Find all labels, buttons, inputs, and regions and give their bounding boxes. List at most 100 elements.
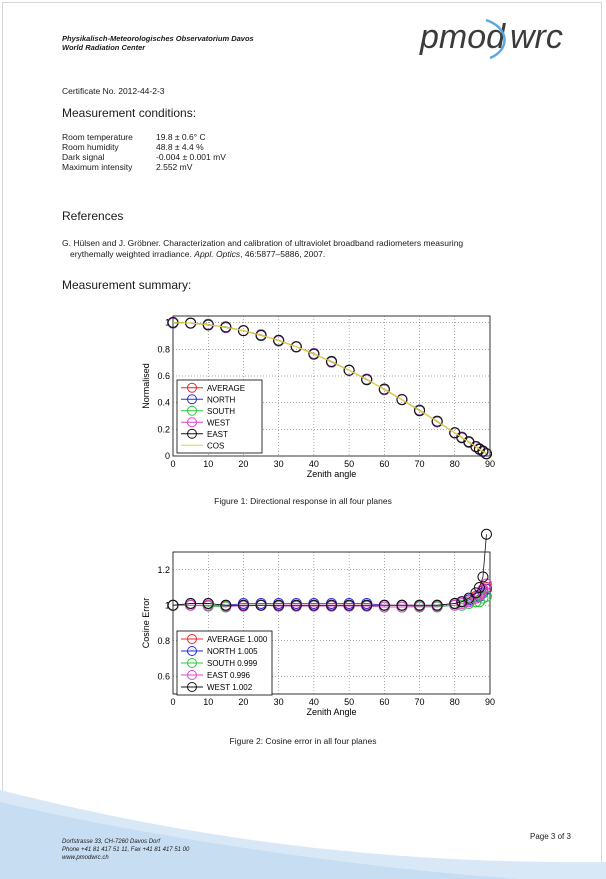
conditions-row: Maximum intensity 2.552 mV (62, 162, 226, 172)
data-point (290, 599, 302, 611)
x-tick-label: 20 (238, 697, 248, 707)
data-point (255, 329, 267, 341)
data-point (477, 571, 489, 583)
x-tick-label: 30 (274, 697, 284, 707)
y-tick-label: 1.2 (157, 565, 170, 575)
conditions-heading: Measurement conditions: (62, 106, 197, 120)
x-tick-label: 90 (485, 459, 495, 469)
conditions-table: Room temperature 19.8 ± 0.6° C Room humi… (62, 132, 226, 172)
y-axis-label: Cosine Error (141, 598, 151, 649)
data-point (326, 599, 337, 611)
data-point (378, 599, 390, 611)
x-tick-label: 70 (415, 697, 425, 707)
data-point (456, 596, 468, 608)
data-point (473, 582, 485, 593)
data-point (237, 599, 249, 611)
reference-title-cont: erythemally weighted irradiance. (70, 249, 192, 259)
institution-line-1: Physikalisch-Meteorologisches Observator… (62, 34, 254, 43)
data-point (290, 341, 302, 353)
institution-line-2: World Radiation Center (62, 43, 146, 52)
legend-marker (187, 382, 197, 393)
data-point (449, 597, 461, 609)
x-tick-label: 20 (238, 459, 248, 469)
legend-label: EAST 0.996 (207, 671, 251, 680)
data-point (361, 374, 373, 386)
reference-journal: Appl. Optics (194, 249, 241, 259)
y-tick-label: 1 (165, 318, 170, 328)
condition-label: Room temperature (62, 132, 133, 142)
y-tick-label: 0 (165, 451, 170, 461)
condition-value: 19.8 ± 0.6° C (156, 132, 206, 142)
conditions-row: Room humidity 48.8 ± 4.4 % (62, 142, 226, 152)
data-point (480, 578, 492, 590)
data-point (202, 597, 214, 609)
reference-entry: G. Hülsen and J. Gröbner. Characterizati… (62, 238, 582, 260)
data-point (185, 597, 197, 609)
page-number: Page 3 of 3 (530, 832, 571, 841)
legend-marker (187, 394, 197, 405)
legend-label: COS (207, 441, 224, 450)
data-point (431, 599, 443, 611)
x-tick-label: 0 (170, 697, 175, 707)
data-point (308, 348, 320, 360)
figure-1-caption: Figure 1: Directional response in all fo… (214, 496, 392, 506)
y-tick-label: 0.8 (157, 636, 170, 646)
x-tick-label: 0 (170, 459, 175, 469)
x-tick-label: 50 (344, 459, 354, 469)
y-tick-label: 0.4 (157, 398, 170, 408)
x-tick-label: 40 (309, 459, 319, 469)
condition-label: Dark signal (62, 152, 105, 162)
x-tick-label: 80 (450, 697, 460, 707)
x-tick-label: 50 (344, 697, 354, 707)
legend-marker (187, 417, 197, 428)
data-point (308, 599, 320, 611)
legend-marker (187, 646, 197, 656)
legend-marker (187, 428, 197, 439)
footer-swoosh (0, 790, 606, 879)
data-point (167, 599, 179, 611)
summary-heading: Measurement summary: (62, 278, 192, 292)
logo-arc-icon (485, 18, 506, 60)
data-point (414, 405, 426, 417)
data-point (480, 448, 492, 460)
reference-details: , 46:5877–5886, 2007. (240, 249, 326, 259)
data-point (220, 599, 232, 611)
legend-marker (187, 405, 197, 416)
data-point (480, 528, 492, 540)
series-line (172, 322, 487, 455)
legend-label: AVERAGE 1.000 (207, 635, 268, 644)
pmod-wrc-logo: pmod wrc (420, 18, 563, 60)
x-tick-label: 10 (203, 697, 213, 707)
series-west (167, 528, 492, 611)
x-tick-label: 30 (274, 459, 284, 469)
x-tick-label: 90 (485, 697, 495, 707)
reference-authors: G. Hülsen and J. Gröbner. (62, 238, 161, 248)
legend-marker (187, 682, 197, 692)
condition-label: Room humidity (62, 142, 119, 152)
data-point (255, 599, 267, 611)
x-tick-label: 70 (415, 459, 425, 469)
certificate-number: Certificate No. 2012-44-2-3 (62, 86, 165, 96)
conditions-row: Dark signal -0.004 ± 0.001 mV (62, 152, 226, 162)
x-tick-label: 10 (203, 459, 213, 469)
figure-2-cosine-error: 0 10 20 30 40 50 60 70 80 90 0.6 0.8 1 1.2 Zenith Angl… (141, 528, 495, 717)
legend-label: SOUTH (207, 407, 235, 416)
legend-label: WEST (207, 418, 230, 427)
data-point (343, 599, 355, 611)
legend-label: AVERAGE (207, 384, 245, 393)
y-axis-label: Normalised (141, 363, 151, 409)
condition-value: 2.552 mV (156, 162, 193, 172)
data-point (414, 599, 426, 611)
series-cos (172, 322, 487, 455)
legend-marker (187, 670, 197, 680)
series-line (172, 534, 487, 606)
legend-label: NORTH (207, 395, 236, 404)
data-point (326, 356, 337, 368)
references-heading: References (62, 209, 124, 223)
logo-right-text: wrc (510, 18, 563, 56)
x-tick-label: 40 (309, 697, 319, 707)
data-point (463, 596, 475, 608)
legend-label: EAST (207, 430, 228, 439)
reference-title: Characterization and calibration of ultr… (163, 238, 464, 248)
footer-website: www.pmodwrc.ch (62, 855, 109, 861)
